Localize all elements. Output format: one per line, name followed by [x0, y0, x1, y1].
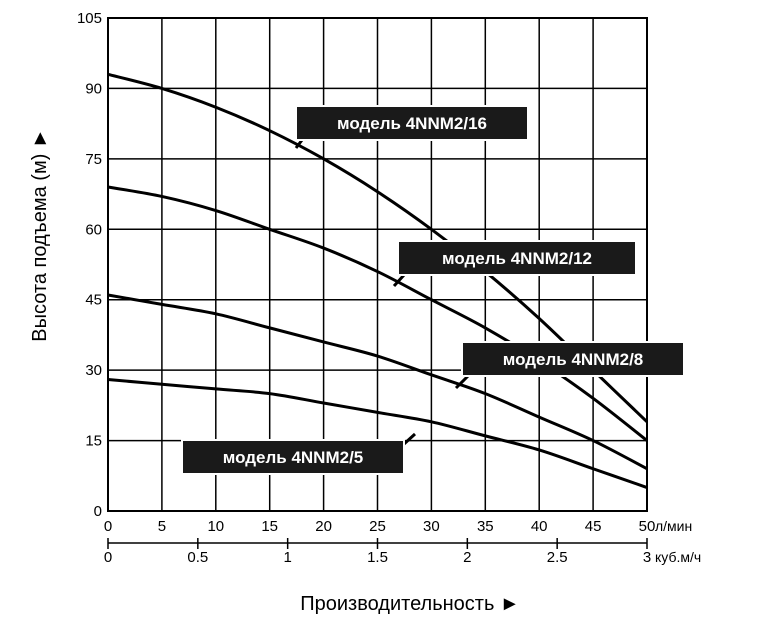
x-tick-labels-lmin: 0 5 10 15 20 25 30 35 40 45 50 [104, 518, 656, 535]
curves [107, 72, 649, 489]
x-tick-label-lmin: 20 [315, 518, 332, 535]
series-label: модель 4NNM2/8 [503, 350, 644, 369]
y-tick-label: 15 [85, 433, 102, 450]
x-tick-label-m3h: 0 [104, 549, 112, 566]
x-tick-label-lmin: 10 [207, 518, 224, 535]
series-label-box [397, 240, 637, 276]
y-tick-label: 75 [85, 151, 102, 168]
y-tick-label: 105 [77, 10, 102, 27]
series-line [107, 378, 648, 489]
series-labels: модель 4NNM2/16 модель 4NNM2/12 модель 4NN… [181, 105, 685, 475]
x-tick-label-m3h: 1 [283, 549, 291, 566]
series-label-box [461, 341, 685, 377]
y-tick-labels: 0 15 30 45 60 75 90 105 [77, 10, 102, 520]
series-line [107, 293, 648, 471]
x-tick-label-lmin: 45 [585, 518, 602, 535]
x-tick-label-lmin: 40 [531, 518, 548, 535]
x-axis-m3h: 0 0.5 1 1.5 2 2.5 3 [104, 538, 651, 566]
y-tick-label: 60 [85, 221, 102, 238]
series-label-box [181, 439, 405, 475]
x-tick-label-m3h: 3 [643, 549, 651, 566]
series-label: модель 4NNM2/16 [337, 114, 487, 133]
x-tick-label-lmin: 30 [423, 518, 440, 535]
series-label-box [295, 105, 529, 141]
y-tick-label: 30 [85, 362, 102, 379]
x-tick-label-lmin: 5 [158, 518, 166, 535]
x-axis-title: Производительность ► [300, 593, 519, 615]
x-unit-m3h: куб.м/ч [655, 549, 701, 565]
x-tick-label-m3h: 2.5 [547, 549, 568, 566]
x-tick-label-lmin: 0 [104, 518, 112, 535]
x-unit-lmin: л/мин [655, 518, 692, 534]
series-label-leader [454, 374, 470, 390]
x-tick-label-lmin: 25 [369, 518, 386, 535]
x-tick-label-lmin: 35 [477, 518, 494, 535]
x-tick-label-m3h: 2 [463, 549, 471, 566]
series-label-leader [402, 432, 417, 446]
x-tick-label-m3h: 1.5 [367, 549, 388, 566]
y-tick-label: 0 [94, 503, 102, 520]
x-tick-label-lmin: 15 [261, 518, 278, 535]
series-label-leader [294, 139, 304, 149]
y-tick-label: 90 [85, 80, 102, 97]
y-axis-title: Высота подъема (м) ► [29, 128, 51, 341]
series-line [107, 72, 649, 423]
y-tick-label: 45 [85, 292, 102, 309]
series-label: модель 4NNM2/5 [223, 448, 364, 467]
x-tick-label-lmin: 50 [639, 518, 656, 535]
series-label-leader [392, 273, 406, 288]
series-label: модель 4NNM2/12 [442, 249, 592, 268]
x-tick-label-m3h: 0.5 [187, 549, 208, 566]
